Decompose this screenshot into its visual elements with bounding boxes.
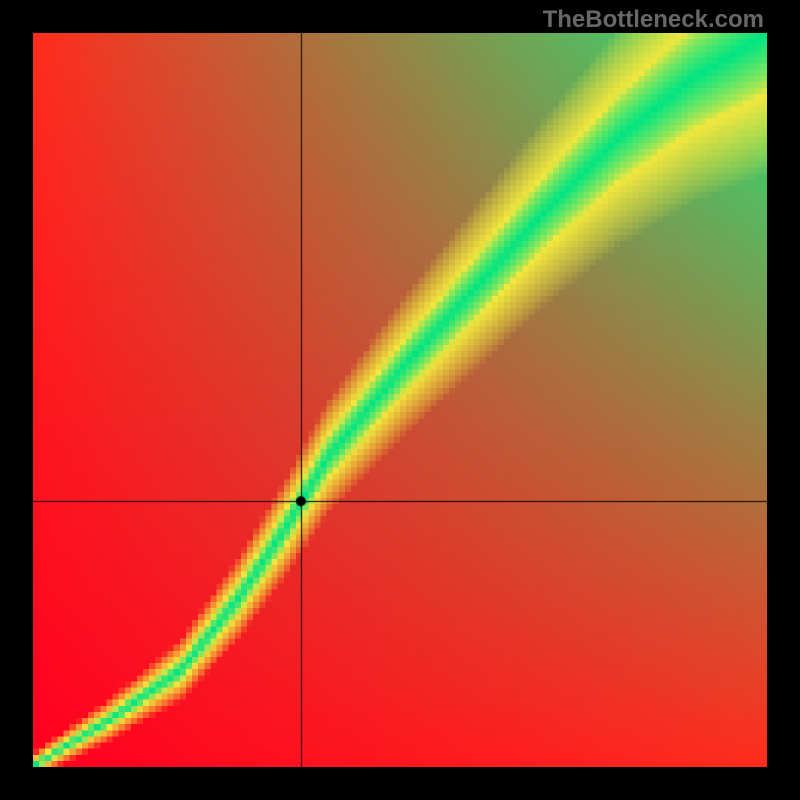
- watermark-text: TheBottleneck.com: [543, 6, 764, 34]
- crosshair-overlay: [33, 33, 767, 767]
